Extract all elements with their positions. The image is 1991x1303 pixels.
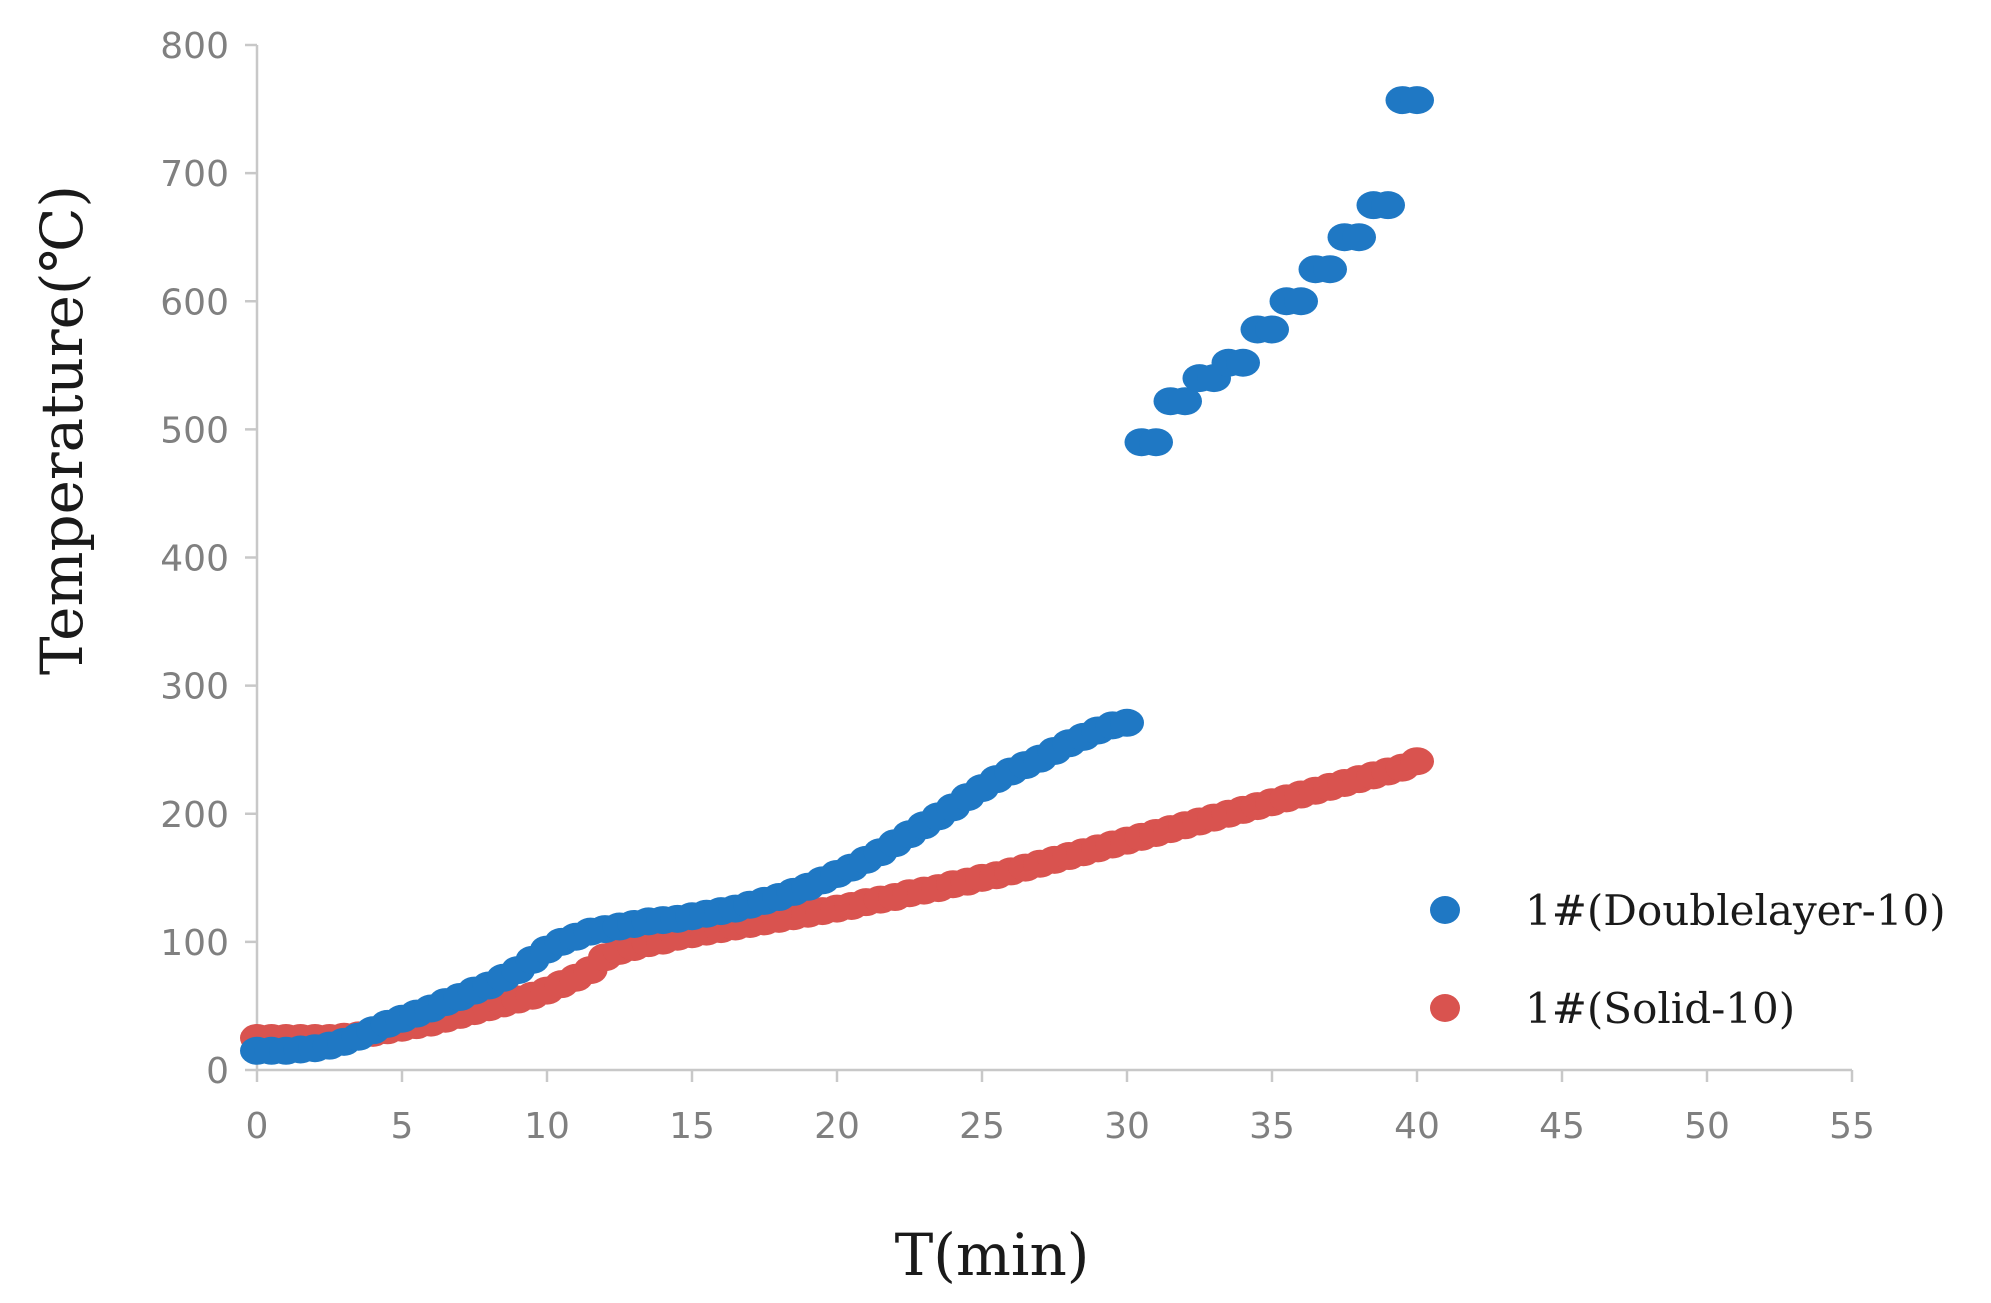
x-axis-ticks: 0 5 10 15 20 25 30 35 40 45 50 55 [246, 1070, 1875, 1147]
data-point [1168, 387, 1202, 416]
x-tick-label: 20 [814, 1106, 860, 1147]
y-tick-label: 400 [160, 539, 229, 580]
data-point [1400, 86, 1434, 115]
x-tick-label: 30 [1104, 1106, 1150, 1147]
y-tick-label: 800 [160, 26, 229, 67]
y-tick-label: 100 [160, 923, 229, 964]
x-tick-label: 50 [1684, 1106, 1730, 1147]
legend: 1#(Doublelayer-10) 1#(Solid-10) [1430, 886, 1946, 1033]
x-tick-label: 10 [524, 1106, 570, 1147]
y-tick-label: 600 [160, 282, 229, 323]
data-point [1371, 191, 1405, 220]
legend-marker [1430, 994, 1460, 1022]
x-tick-label: 25 [959, 1106, 1005, 1147]
y-tick-label: 300 [160, 667, 229, 708]
legend-item: 1#(Solid-10) [1430, 984, 1795, 1033]
x-axis-title: T(min) [895, 1221, 1090, 1289]
data-point [1342, 223, 1376, 252]
data-series [240, 86, 1434, 1065]
x-tick-label: 5 [391, 1106, 414, 1147]
y-axis-ticks: 0 100 200 300 400 500 600 700 800 [160, 26, 257, 1092]
y-axis-title: Temperature(℃) [28, 185, 96, 675]
data-point [1139, 428, 1173, 457]
x-tick-label: 15 [669, 1106, 715, 1147]
data-point [1313, 255, 1347, 284]
x-tick-label: 55 [1829, 1106, 1875, 1147]
data-point [1255, 315, 1289, 344]
data-point [1400, 747, 1434, 776]
y-tick-label: 700 [160, 154, 229, 195]
legend-label: 1#(Doublelayer-10) [1525, 886, 1946, 935]
legend-marker [1430, 896, 1460, 924]
series-0 [240, 86, 1434, 1065]
data-point [1284, 287, 1318, 316]
legend-item: 1#(Doublelayer-10) [1430, 886, 1946, 935]
y-tick-label: 0 [206, 1051, 229, 1092]
y-tick-label: 500 [160, 410, 229, 451]
y-tick-label: 200 [160, 795, 229, 836]
legend-label: 1#(Solid-10) [1525, 984, 1795, 1033]
x-tick-label: 40 [1394, 1106, 1440, 1147]
x-tick-label: 0 [246, 1106, 269, 1147]
data-point [1226, 348, 1260, 377]
x-tick-label: 45 [1539, 1106, 1585, 1147]
data-point [1110, 708, 1144, 737]
x-tick-label: 35 [1249, 1106, 1295, 1147]
